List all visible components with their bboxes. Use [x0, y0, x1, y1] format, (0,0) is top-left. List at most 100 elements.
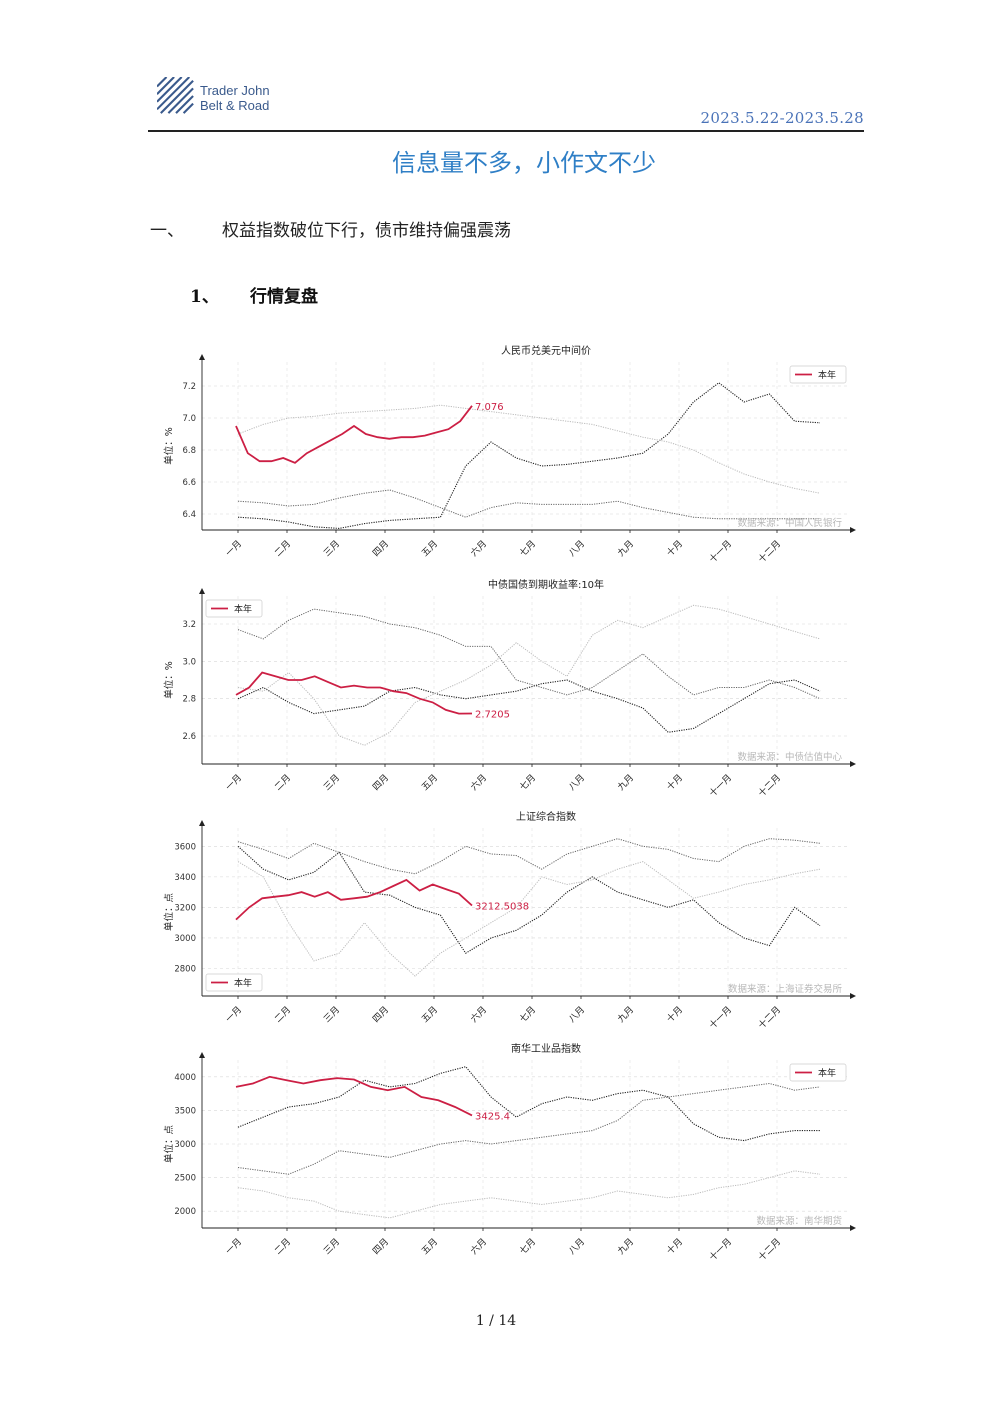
- y-tick-label: 7.2: [182, 382, 196, 392]
- x-tick-label: 二月: [273, 538, 294, 559]
- x-tick-label: 四月: [371, 1236, 392, 1257]
- x-tick-label: 十二月: [756, 772, 784, 800]
- subsection-number: 1、: [190, 287, 219, 307]
- x-tick-label: 七月: [518, 1236, 539, 1257]
- y-tick-label: 2500: [174, 1174, 196, 1184]
- x-tick-label: 十月: [664, 538, 685, 559]
- y-tick-label: 3.0: [182, 657, 196, 667]
- legend-label: 本年: [234, 603, 252, 615]
- series-prior-line: [237, 838, 821, 875]
- y-tick-label: 2.8: [182, 695, 196, 705]
- x-tick-label: 一月: [224, 538, 245, 559]
- series-prior-line: [237, 1170, 821, 1219]
- x-tick-label: 八月: [567, 1004, 588, 1025]
- x-tick-label: 七月: [518, 1004, 539, 1025]
- x-tick-label: 三月: [322, 1004, 343, 1025]
- brand-line-1: Trader John: [200, 83, 270, 98]
- x-tick-label: 十一月: [707, 1236, 735, 1264]
- y-axis-arrow: [199, 588, 205, 594]
- y-tick-label: 4000: [174, 1073, 196, 1083]
- x-tick-label: 八月: [567, 538, 588, 559]
- x-tick-label: 五月: [420, 1004, 441, 1025]
- series-current-line: [235, 671, 473, 715]
- page-title: 信息量不多，小作文不少: [392, 149, 656, 177]
- series-prior-line: [237, 604, 821, 746]
- x-tick-label: 一月: [224, 772, 245, 793]
- x-tick-label: 九月: [616, 1004, 637, 1025]
- y-axis-arrow: [199, 1052, 205, 1058]
- logo-mark-icon: [157, 77, 194, 114]
- x-tick-label: 四月: [371, 772, 392, 793]
- x-tick-label: 十二月: [756, 538, 784, 566]
- x-tick-label: 四月: [371, 538, 392, 559]
- x-tick-label: 八月: [567, 1236, 588, 1257]
- header-divider: [148, 130, 864, 132]
- page-number: 1 / 14: [475, 1313, 517, 1329]
- legend-box: [205, 973, 263, 992]
- chart-shanghai-composite: 上证综合指数 2800 3000 3200 3400 3600 一月 二月 三月 四月 五月 六月 七月…: [150, 806, 860, 1041]
- brand-name: Trader John Belt & Road: [200, 83, 270, 113]
- y-tick-label: 3000: [174, 934, 196, 944]
- chart-title: 上证综合指数: [516, 810, 576, 823]
- series-prior-line: [237, 404, 821, 494]
- y-tick-label: 3400: [174, 873, 196, 883]
- chart-usdcny: 人民币兑美元中间价 6.4 6.6 6.8 7.0 7.2 一月 二月 三月 四月 五月 六月 七月 八月…: [150, 340, 860, 575]
- series-prior-line: [237, 489, 820, 520]
- x-tick-label: 六月: [468, 538, 489, 559]
- section-heading-1: 一、 权益指数破位下行，债市维持偏强震荡: [150, 216, 511, 241]
- y-tick-label: 3200: [174, 903, 196, 913]
- y-tick-label: 3.2: [182, 620, 196, 630]
- y-axis-label: 单位：%: [163, 661, 175, 699]
- x-axis-arrow: [850, 527, 856, 533]
- x-tick-label: 十一月: [707, 772, 735, 800]
- x-tick-label: 二月: [273, 772, 294, 793]
- chart-source: 数据来源：上海证券交易所: [728, 983, 843, 995]
- series-prior-line: [237, 861, 821, 977]
- chart-svg: 上证综合指数 2800 3000 3200 3400 3600 一月 二月 三月 四月 五月 六月 七月…: [163, 810, 856, 1032]
- x-tick-label: 十二月: [756, 1236, 784, 1264]
- x-tick-label: 十月: [664, 1004, 685, 1025]
- y-tick-label: 3000: [174, 1140, 196, 1150]
- y-tick-label: 7.0: [182, 414, 196, 424]
- series-current-line: [235, 1075, 473, 1117]
- x-tick-label: 八月: [567, 772, 588, 793]
- x-tick-label: 十月: [664, 772, 685, 793]
- chart-title: 人民币兑美元中间价: [501, 344, 591, 357]
- current-value-label: 2.7205: [475, 710, 510, 721]
- y-tick-label: 2000: [174, 1207, 196, 1217]
- x-tick-label: 十一月: [707, 538, 735, 566]
- legend-label: 本年: [818, 369, 836, 381]
- chart-source: 数据来源：中债估值中心: [737, 751, 842, 763]
- series-current-line: [235, 878, 473, 921]
- legend-box: [789, 365, 847, 384]
- x-tick-label: 三月: [322, 538, 343, 559]
- x-tick-label: 十二月: [756, 1004, 784, 1032]
- x-tick-label: 七月: [518, 538, 539, 559]
- y-axis-arrow: [199, 820, 205, 826]
- y-tick-label: 3500: [174, 1106, 196, 1116]
- x-tick-label: 十月: [664, 1236, 685, 1257]
- x-tick-label: 六月: [468, 772, 489, 793]
- series-prior-line: [237, 679, 821, 733]
- x-tick-label: 七月: [518, 772, 539, 793]
- x-tick-label: 六月: [468, 1236, 489, 1257]
- x-tick-label: 五月: [420, 772, 441, 793]
- series-prior-line: [237, 1082, 821, 1175]
- legend-box: [205, 599, 263, 618]
- subsection-text: 行情复盘: [250, 287, 318, 307]
- x-tick-label: 九月: [616, 772, 637, 793]
- x-tick-label: 九月: [616, 1236, 637, 1257]
- y-axis-arrow: [199, 354, 205, 360]
- current-value-label: 7.076: [475, 402, 504, 413]
- x-tick-label: 六月: [468, 1004, 489, 1025]
- x-axis-arrow: [850, 1225, 856, 1231]
- x-tick-label: 一月: [224, 1236, 245, 1257]
- y-tick-label: 6.6: [182, 478, 196, 488]
- x-tick-label: 二月: [273, 1236, 294, 1257]
- current-value-label: 3212.5038: [475, 902, 529, 913]
- chart-source: 数据来源：南华期货: [756, 1215, 842, 1227]
- x-axis-arrow: [850, 993, 856, 999]
- chart-svg: 人民币兑美元中间价 6.4 6.6 6.8 7.0 7.2 一月 二月 三月 四月 五月 六月 七月 八月…: [163, 344, 856, 566]
- legend-label: 本年: [234, 977, 252, 989]
- series-prior-line: [237, 608, 821, 700]
